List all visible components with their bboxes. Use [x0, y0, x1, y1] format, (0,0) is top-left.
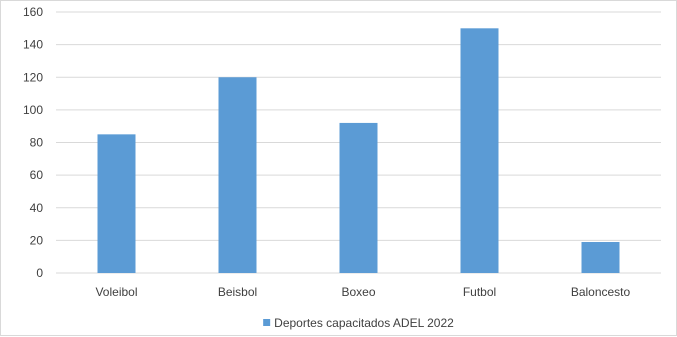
bars — [97, 28, 620, 273]
x-tick-label: Baloncesto — [571, 285, 631, 299]
y-tick-label: 160 — [23, 5, 43, 19]
y-tick-label: 60 — [30, 168, 44, 182]
y-axis-ticks: 0 20 40 60 80 100 120 140 160 — [23, 5, 43, 280]
y-tick-label: 40 — [30, 201, 44, 215]
bar-boxeo — [339, 122, 378, 273]
legend-label: Deportes capacitados ADEL 2022 — [274, 316, 454, 330]
x-tick-label: Futbol — [463, 285, 496, 299]
x-tick-label: Boxeo — [341, 285, 375, 299]
legend-swatch — [263, 319, 271, 326]
y-tick-label: 100 — [23, 103, 43, 117]
x-axis-ticks: Voleibol Beisbol Boxeo Futbol Baloncesto — [95, 285, 630, 299]
x-tick-label: Voleibol — [95, 285, 137, 299]
bar-baloncesto — [581, 242, 620, 273]
x-tick-label: Beisbol — [218, 285, 257, 299]
y-tick-label: 0 — [36, 266, 43, 280]
y-tick-label: 140 — [23, 38, 43, 52]
bar-beisbol — [218, 77, 257, 273]
y-tick-label: 80 — [30, 136, 44, 150]
y-tick-label: 120 — [23, 70, 43, 84]
bar-futbol — [460, 28, 499, 273]
y-tick-label: 20 — [30, 233, 44, 247]
bar-voleibol — [97, 134, 136, 273]
legend: Deportes capacitados ADEL 2022 — [263, 316, 454, 330]
